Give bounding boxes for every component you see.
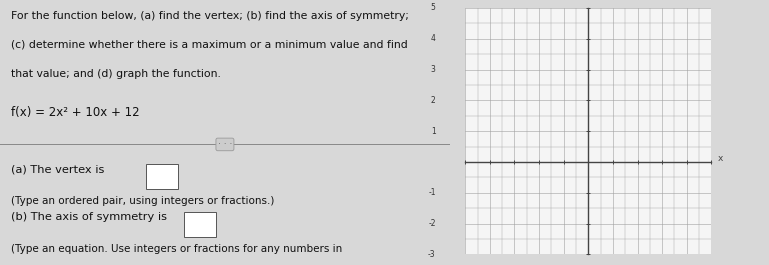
Text: 5: 5 [431, 3, 436, 12]
FancyBboxPatch shape [185, 212, 216, 237]
Text: -3: -3 [428, 250, 436, 259]
Text: 3: 3 [431, 65, 436, 74]
Text: -2: -2 [428, 219, 436, 228]
Text: · · ·: · · · [218, 140, 232, 149]
Text: 1: 1 [431, 127, 436, 136]
Text: For the function below, (a) find the vertex; (b) find the axis of symmetry;: For the function below, (a) find the ver… [12, 11, 409, 21]
Text: that value; and (d) graph the function.: that value; and (d) graph the function. [12, 69, 221, 79]
Text: f(x) = 2x² + 10x + 12: f(x) = 2x² + 10x + 12 [12, 106, 140, 119]
Text: 4: 4 [431, 34, 436, 43]
Text: (b) The axis of symmetry is: (b) The axis of symmetry is [12, 212, 167, 222]
Text: -1: -1 [428, 188, 436, 197]
Text: (c) determine whether there is a maximum or a minimum value and find: (c) determine whether there is a maximum… [12, 40, 408, 50]
Text: x: x [717, 154, 723, 163]
Text: 2: 2 [431, 96, 436, 105]
Text: (a) The vertex is: (a) The vertex is [12, 164, 105, 174]
Text: (Type an ordered pair, using integers or fractions.): (Type an ordered pair, using integers or… [12, 196, 275, 206]
FancyBboxPatch shape [146, 164, 178, 189]
Text: (Type an equation. Use integers or fractions for any numbers in: (Type an equation. Use integers or fract… [12, 244, 342, 254]
